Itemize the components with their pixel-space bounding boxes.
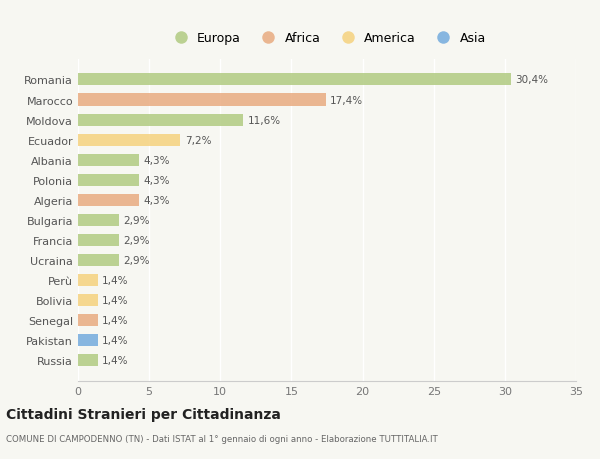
Bar	[78, 94, 326, 106]
Bar	[78, 354, 98, 366]
Text: 4,3%: 4,3%	[143, 155, 170, 165]
Text: 11,6%: 11,6%	[247, 115, 280, 125]
Bar	[78, 254, 119, 266]
Bar	[78, 274, 98, 286]
Text: COMUNE DI CAMPODENNO (TN) - Dati ISTAT al 1° gennaio di ogni anno - Elaborazione: COMUNE DI CAMPODENNO (TN) - Dati ISTAT a…	[6, 434, 438, 442]
Text: 2,9%: 2,9%	[124, 215, 150, 225]
Text: 30,4%: 30,4%	[515, 75, 548, 85]
Text: 7,2%: 7,2%	[185, 135, 211, 146]
Bar	[78, 134, 181, 146]
Bar	[78, 74, 511, 86]
Bar	[78, 114, 243, 126]
Bar	[78, 174, 139, 186]
Bar	[78, 235, 119, 246]
Bar	[78, 214, 119, 226]
Text: 1,4%: 1,4%	[102, 275, 128, 285]
Text: 2,9%: 2,9%	[124, 255, 150, 265]
Bar	[78, 334, 98, 347]
Bar	[78, 154, 139, 166]
Text: 1,4%: 1,4%	[102, 336, 128, 345]
Text: 1,4%: 1,4%	[102, 355, 128, 365]
Text: 2,9%: 2,9%	[124, 235, 150, 245]
Text: 17,4%: 17,4%	[330, 95, 363, 105]
Bar	[78, 294, 98, 306]
Text: 4,3%: 4,3%	[143, 175, 170, 185]
Text: 1,4%: 1,4%	[102, 315, 128, 325]
Text: 1,4%: 1,4%	[102, 295, 128, 305]
Bar	[78, 314, 98, 326]
Bar	[78, 194, 139, 206]
Text: Cittadini Stranieri per Cittadinanza: Cittadini Stranieri per Cittadinanza	[6, 407, 281, 421]
Text: 4,3%: 4,3%	[143, 196, 170, 205]
Legend: Europa, Africa, America, Asia: Europa, Africa, America, Asia	[163, 28, 491, 50]
